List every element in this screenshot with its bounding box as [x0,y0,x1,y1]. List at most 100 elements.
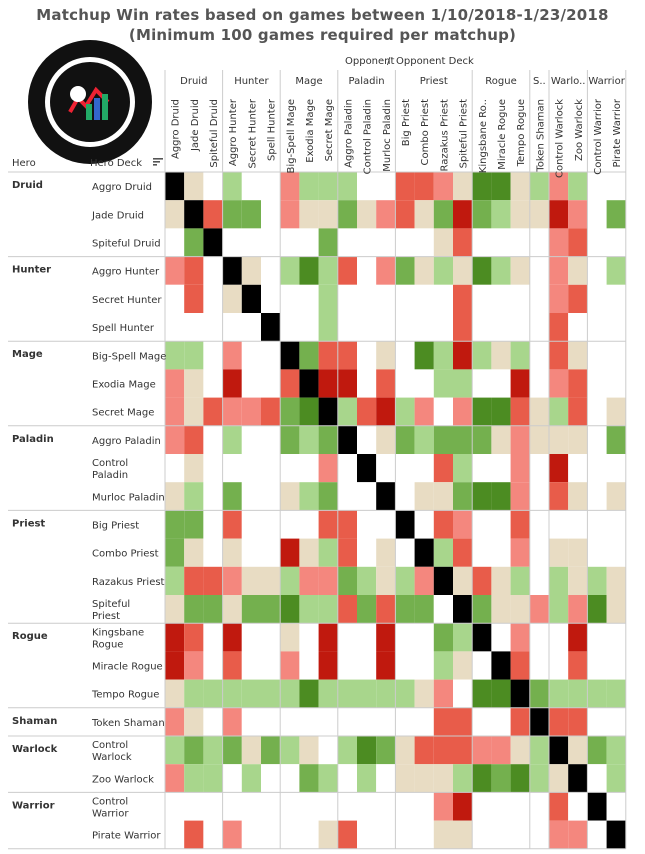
heatmap-cell [376,256,396,285]
heatmap-cell [587,651,607,680]
row-deck-label: Priest [92,611,120,622]
heatmap-cell [606,707,626,736]
heatmap-cell [549,425,569,454]
heatmap-cell [376,820,396,849]
row-hero-label: Warrior [12,800,55,811]
heatmap-cell [357,764,377,793]
heatmap-cell [376,792,396,821]
heatmap-cell [337,369,357,398]
heatmap-cell [261,454,281,483]
heatmap-cell [587,595,607,624]
heatmap-cell [606,256,626,285]
heatmap-cell [222,172,242,201]
heatmap-cell [491,736,511,765]
heatmap-cell [337,792,357,821]
heatmap-cell [337,172,357,201]
heatmap-cell [241,425,261,454]
heatmap-cell [587,566,607,595]
heatmap-cell [587,792,607,821]
row-deck-label: Warlock [92,752,132,763]
heatmap-cell [241,623,261,652]
heatmap-cell [491,341,511,370]
heatmap-cell [453,595,473,624]
heatmap-cell [280,482,300,511]
heatmap-cell [261,425,281,454]
heatmap-cell [453,172,473,201]
heatmap-cell [433,538,453,567]
heatmap-cell [357,172,377,201]
heatmap-cell [529,425,549,454]
heatmap-cell [529,397,549,426]
heatmap-cell [376,369,396,398]
row-deck-label: Spell Hunter [92,323,155,334]
heatmap-cell [510,736,530,765]
heatmap-cell [433,454,453,483]
heatmap-cell [453,792,473,821]
heatmap-cell [414,707,434,736]
heatmap-cell [568,792,588,821]
heatmap-cell [376,651,396,680]
heatmap-cell [222,651,242,680]
heatmap-cell [165,566,185,595]
heatmap-cell [203,820,223,849]
heatmap-cell [395,623,415,652]
heatmap-cell [165,172,185,201]
heatmap-cell [337,566,357,595]
heatmap-cell [606,172,626,201]
heatmap-cell [203,482,223,511]
row-hero-label: Rogue [12,631,48,642]
heatmap-cell [414,369,434,398]
heatmap-cell [299,651,319,680]
heatmap-cell [510,313,530,342]
heatmap-cell [568,172,588,201]
heatmap-cell [376,510,396,539]
heatmap-cell [241,200,261,229]
heatmap-cell [395,228,415,257]
heatmap-cell [549,651,569,680]
heatmap-cell [453,425,473,454]
heatmap-cell [261,566,281,595]
heatmap-cell [395,284,415,313]
heatmap-cell [395,200,415,229]
heatmap-cell [472,566,492,595]
heatmap-cell [414,566,434,595]
heatmap-cell [357,313,377,342]
heatmap-cell [587,820,607,849]
heatmap-cell [165,651,185,680]
heatmap-cell [280,510,300,539]
heatmap-cell [184,679,204,708]
heatmap-cell [453,341,473,370]
heatmap-cell [241,228,261,257]
heatmap-cell [606,679,626,708]
heatmap-cell [299,566,319,595]
row-deck-label: Spiteful Druid [92,239,161,250]
heatmap-cell [280,538,300,567]
heatmap-cell [549,623,569,652]
heatmap-cell [414,454,434,483]
heatmap-cell [184,284,204,313]
heatmap-cell [549,200,569,229]
row-deck-label: Razakus Priest [92,577,165,588]
heatmap-cell [453,256,473,285]
heatmap-cell [453,736,473,765]
heatmap-cell [241,538,261,567]
heatmap-cell [376,341,396,370]
heatmap-cell [395,172,415,201]
heatmap-cell [549,454,569,483]
heatmap-cell [280,425,300,454]
heatmap-cell [472,341,492,370]
heatmap-cell [184,792,204,821]
heatmap-cell [395,510,415,539]
heatmap-cell [453,820,473,849]
heatmap-cell [606,313,626,342]
heatmap-cell [261,256,281,285]
heatmap-cell [357,623,377,652]
data-reaper-report-logo [28,40,152,164]
heatmap-cell [568,510,588,539]
sort-icon[interactable] [153,158,163,166]
heatmap-cell [203,228,223,257]
heatmap-cell [203,679,223,708]
heatmap-cell [241,595,261,624]
heatmap-cell [280,284,300,313]
heatmap-cell [510,482,530,511]
